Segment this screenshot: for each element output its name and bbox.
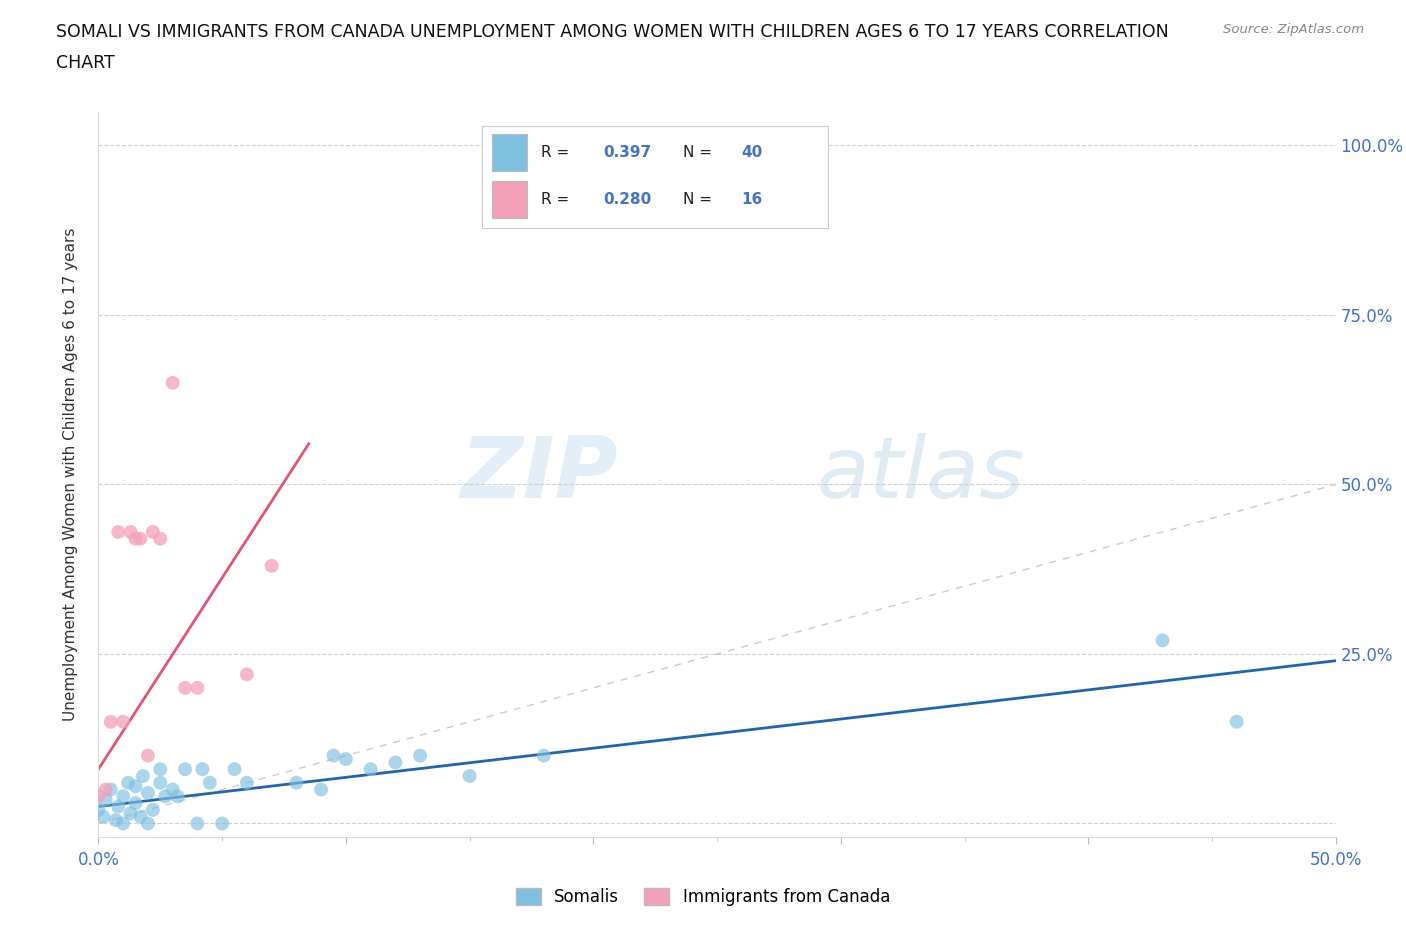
Point xyxy=(129,809,152,824)
Point xyxy=(107,525,129,539)
Point xyxy=(384,755,406,770)
Y-axis label: Unemployment Among Women with Children Ages 6 to 17 years: Unemployment Among Women with Children A… xyxy=(63,228,77,721)
Text: Source: ZipAtlas.com: Source: ZipAtlas.com xyxy=(1223,23,1364,36)
Point xyxy=(87,803,110,817)
Point xyxy=(132,768,155,783)
Point xyxy=(149,776,172,790)
Point xyxy=(186,816,208,830)
Text: CHART: CHART xyxy=(56,54,115,72)
Point xyxy=(149,531,172,546)
Point xyxy=(149,762,172,777)
Point xyxy=(1152,633,1174,648)
Point xyxy=(236,776,259,790)
Point xyxy=(309,782,332,797)
Point xyxy=(112,789,135,804)
Point xyxy=(409,749,432,764)
Point xyxy=(142,803,165,817)
Point xyxy=(166,789,188,804)
Point xyxy=(533,749,555,764)
Point xyxy=(94,792,117,807)
Text: ZIP: ZIP xyxy=(460,432,619,516)
Point xyxy=(198,776,221,790)
Legend: Somalis, Immigrants from Canada: Somalis, Immigrants from Canada xyxy=(509,881,897,912)
Point xyxy=(136,749,159,764)
Point xyxy=(94,782,117,797)
Point xyxy=(260,558,283,573)
Point xyxy=(162,376,184,391)
Point xyxy=(174,762,197,777)
Point xyxy=(117,776,139,790)
Point xyxy=(124,531,146,546)
Point xyxy=(191,762,214,777)
Point xyxy=(142,525,165,539)
Point xyxy=(129,531,152,546)
Point xyxy=(211,816,233,830)
Point xyxy=(124,778,146,793)
Point xyxy=(285,776,308,790)
Text: SOMALI VS IMMIGRANTS FROM CANADA UNEMPLOYMENT AMONG WOMEN WITH CHILDREN AGES 6 T: SOMALI VS IMMIGRANTS FROM CANADA UNEMPLO… xyxy=(56,23,1168,41)
Text: atlas: atlas xyxy=(815,432,1024,516)
Point xyxy=(458,768,481,783)
Point xyxy=(112,816,135,830)
Point xyxy=(107,799,129,814)
Point xyxy=(136,786,159,801)
Point xyxy=(124,796,146,811)
Point xyxy=(335,751,357,766)
Point xyxy=(112,714,135,729)
Point xyxy=(155,789,177,804)
Point xyxy=(100,782,122,797)
Point xyxy=(100,714,122,729)
Point xyxy=(1226,714,1249,729)
Point xyxy=(162,782,184,797)
Point xyxy=(224,762,246,777)
Point xyxy=(136,816,159,830)
Point xyxy=(186,681,208,696)
Point xyxy=(120,805,142,820)
Point xyxy=(174,681,197,696)
Point xyxy=(322,749,344,764)
Point xyxy=(104,813,127,828)
Point xyxy=(93,809,115,824)
Point xyxy=(87,789,110,804)
Point xyxy=(360,762,382,777)
Point xyxy=(236,667,259,682)
Point xyxy=(120,525,142,539)
